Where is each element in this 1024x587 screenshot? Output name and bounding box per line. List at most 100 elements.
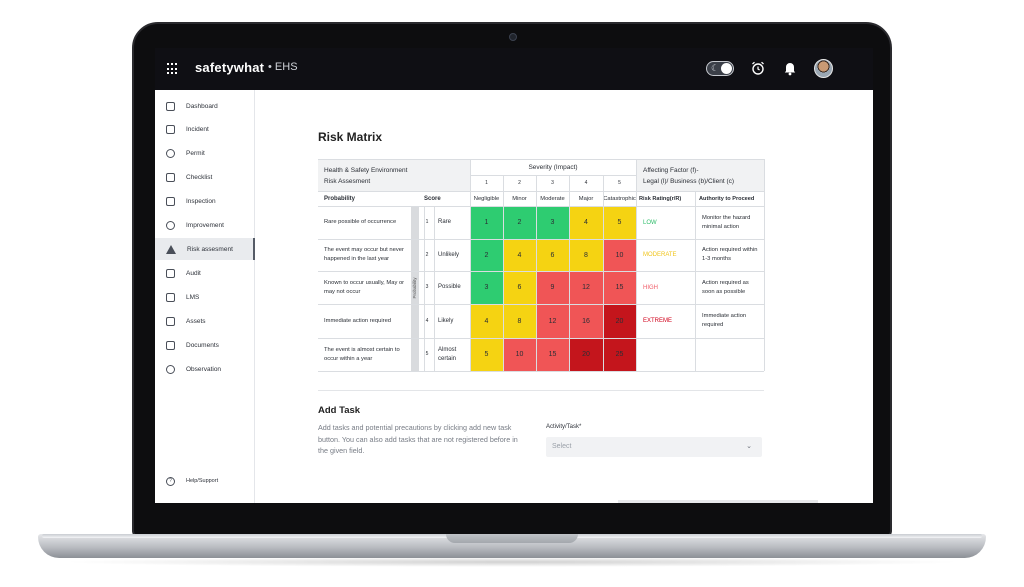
risk-score-cell[interactable]: 2 [503, 206, 536, 239]
grid-line [470, 159, 471, 175]
grid-line [470, 175, 636, 176]
chevron-down-icon: ⌄ [746, 443, 752, 450]
sidebar-item-risk-assesment[interactable]: Risk assesment [155, 238, 255, 260]
row-score-level: Unlikely [438, 251, 460, 258]
sidebar-item-label: Observation [186, 365, 222, 373]
sidebar-item-dashboard[interactable]: Dashboard [155, 95, 255, 117]
sidebar-item-label: Assets [186, 317, 206, 325]
grid-line [318, 304, 764, 305]
row-authority: Monitor the hazard minimal action [702, 214, 751, 230]
sidebar: Observation Documents Assets LMS Audit Risk a… [155, 90, 255, 503]
matrix-header-left [318, 159, 470, 191]
sidebar-item-lms[interactable]: LMS [155, 286, 255, 308]
sidebar-item-checklist[interactable]: Checklist [155, 166, 255, 188]
audit-icon [166, 268, 175, 278]
sidebar-item-label: Permit [186, 149, 205, 157]
grid-line [636, 175, 637, 371]
sidebar-item-assets[interactable]: Assets [155, 310, 255, 332]
grid-line [503, 175, 504, 371]
risk-score-cell[interactable]: 20 [569, 338, 603, 371]
bell-icon[interactable] [783, 60, 797, 76]
activity-task-select[interactable]: Select ⌄ [546, 437, 762, 457]
risk-score-cell[interactable]: 10 [603, 239, 636, 271]
risk-score-cell[interactable]: 4 [470, 304, 503, 338]
risk-score-cell[interactable]: 4 [503, 239, 536, 271]
risk-score-cell[interactable]: 2 [470, 239, 503, 271]
sidebar-item-label: Documents [186, 341, 219, 349]
sidebar-item-label: Inspection [186, 197, 216, 205]
matrix-corner-subtitle: Risk Assesment [324, 177, 371, 185]
row-score-level: Almost certain [438, 346, 457, 362]
graduation-cap-icon [166, 292, 175, 302]
risk-score-cell[interactable]: 20 [603, 304, 636, 338]
sidebar-item-inspection[interactable]: Inspection [155, 190, 255, 212]
grid-line [318, 206, 764, 207]
sidebar-item-label: LMS [186, 293, 200, 301]
risk-score-cell[interactable]: 8 [503, 304, 536, 338]
sidebar-item-label: Audit [186, 269, 201, 277]
severity-number: 2 [518, 179, 521, 186]
risk-score-cell[interactable]: 15 [603, 271, 636, 304]
sidebar-item-label: Dashboard [186, 102, 218, 110]
row-authority: Action required within 1-3 months [702, 247, 758, 262]
sidebar-item-audit[interactable]: Audit [155, 262, 255, 284]
risk-score-cell[interactable]: 6 [536, 239, 569, 271]
sidebar-item-documents[interactable]: Documents [155, 334, 255, 356]
risk-score-cell[interactable]: 12 [569, 271, 603, 304]
page-title: Risk Matrix [318, 130, 383, 144]
row-probability-description: Rare possible of occurrence [324, 219, 397, 225]
risk-score-cell[interactable]: 1 [470, 206, 503, 239]
theme-toggle[interactable]: ☾ [706, 61, 734, 76]
risk-score-cell[interactable]: 16 [569, 304, 603, 338]
risk-score-cell[interactable]: 4 [569, 206, 603, 239]
document-icon [166, 340, 175, 350]
row-risk-rating: MODERATE [643, 252, 677, 258]
severity-number: 4 [584, 179, 588, 186]
column-risk-rating: Risk Rating(r/R) [639, 195, 682, 202]
row-probability-description: The event is almost certain to occur wit… [324, 346, 400, 362]
laptop-shadow [60, 557, 964, 567]
risk-score-cell[interactable]: 10 [503, 338, 536, 371]
risk-score-cell[interactable]: 15 [536, 338, 569, 371]
risk-score-cell[interactable]: 12 [536, 304, 569, 338]
top-bar: safetywhat • EHS ☾ [155, 48, 873, 90]
panel-edge [618, 500, 818, 503]
grid-line [636, 159, 637, 175]
grid-line [318, 191, 764, 192]
risk-score-cell[interactable]: 6 [503, 271, 536, 304]
grid-line [536, 175, 537, 371]
grid-line [424, 206, 425, 371]
risk-score-cell[interactable]: 8 [569, 239, 603, 271]
alarm-clock-icon[interactable] [751, 61, 765, 76]
severity-name: Major [578, 195, 594, 202]
grid-line [764, 159, 765, 371]
module-label: • EHS [268, 61, 298, 73]
row-score-level: Rare [438, 219, 452, 225]
severity-number: 5 [618, 179, 621, 186]
improvement-icon [166, 220, 175, 230]
column-probability: Probability [324, 195, 356, 202]
sidebar-item-permit[interactable]: Permit [155, 142, 255, 164]
sidebar-item-improvement[interactable]: Improvement [155, 214, 255, 236]
sidebar-item-observation[interactable]: Observation [155, 358, 255, 380]
risk-score-cell[interactable]: 3 [536, 206, 569, 239]
risk-score-cell[interactable]: 5 [603, 206, 636, 239]
checklist-icon [166, 172, 175, 182]
risk-score-cell[interactable]: 9 [536, 271, 569, 304]
row-authority: Action required as soon as possible [702, 279, 749, 295]
app-grid-icon[interactable] [167, 63, 179, 75]
brand-logo: safetywhat [195, 60, 265, 75]
risk-score-cell[interactable]: 5 [470, 338, 503, 371]
sidebar-item-incident[interactable]: Incident [155, 118, 255, 140]
dashboard-icon [166, 101, 175, 111]
avatar[interactable] [814, 59, 833, 78]
sidebar-item-label: Checklist [186, 173, 213, 181]
grid-line [470, 175, 471, 371]
matrix-corner-title: Health & Safety Environment [324, 166, 408, 174]
risk-score-cell[interactable]: 25 [603, 338, 636, 371]
risk-score-cell[interactable]: 3 [470, 271, 503, 304]
grid-line [318, 159, 764, 160]
sidebar-item-help[interactable]: ? Help/Support [155, 473, 255, 489]
row-score-level: Possible [438, 284, 461, 290]
